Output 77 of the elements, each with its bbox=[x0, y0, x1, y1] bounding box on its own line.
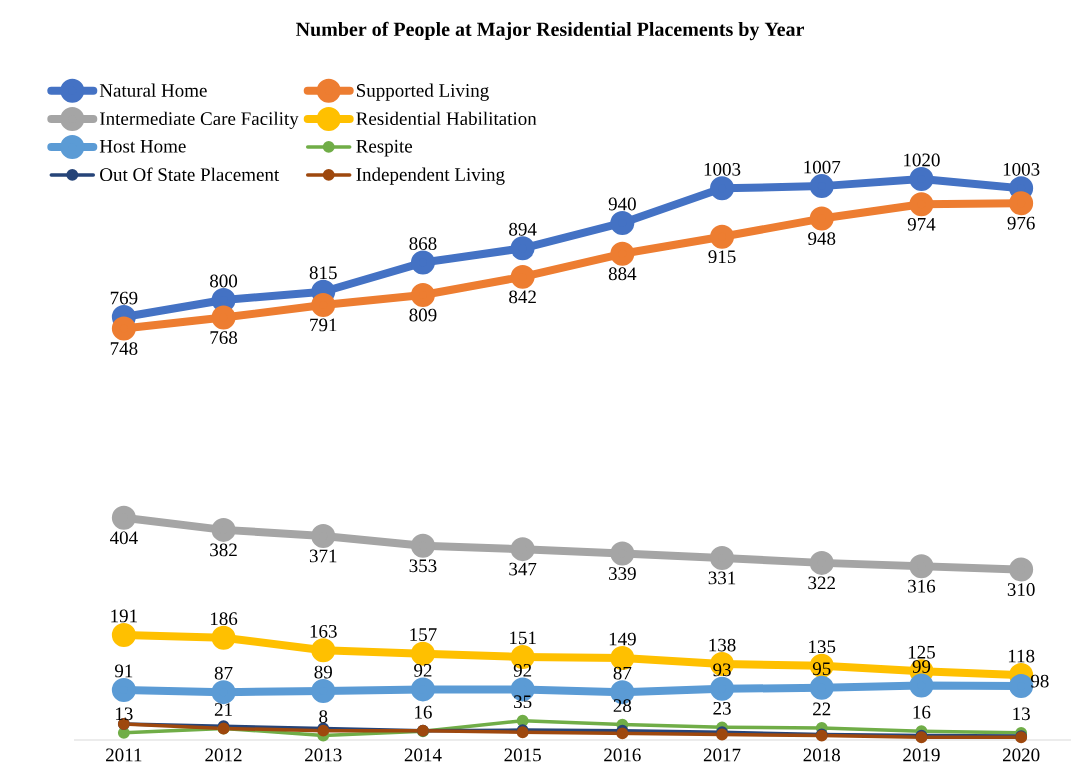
data-label: 98 bbox=[1030, 674, 1049, 688]
data-label: 16 bbox=[415, 705, 432, 719]
data-label: 89 bbox=[314, 665, 332, 679]
data-label: 16 bbox=[913, 705, 931, 719]
data-label: 13 bbox=[116, 707, 133, 721]
data-label: 135 bbox=[809, 640, 836, 654]
data-label: 371 bbox=[309, 549, 337, 563]
legend-label: Respite bbox=[356, 139, 413, 157]
data-label: 151 bbox=[510, 631, 536, 645]
x-tick-label: 2011 bbox=[106, 748, 142, 762]
data-label: 809 bbox=[409, 308, 437, 322]
data-label: 815 bbox=[309, 266, 337, 280]
x-tick-label: 2020 bbox=[1002, 748, 1040, 762]
data-label: 791 bbox=[310, 318, 337, 332]
data-label: 974 bbox=[907, 217, 936, 231]
legend-label: Intermediate Care Facility bbox=[99, 111, 299, 129]
legend-label: Independent Living bbox=[356, 167, 505, 185]
data-label: 339 bbox=[609, 567, 636, 580]
legend-label: Supported Living bbox=[356, 83, 489, 101]
data-label: 842 bbox=[509, 290, 536, 304]
data-label: 118 bbox=[1008, 649, 1035, 663]
data-label: 868 bbox=[409, 237, 437, 250]
data-label: 92 bbox=[414, 664, 432, 677]
x-tick-label: 2019 bbox=[903, 748, 940, 762]
data-label: 769 bbox=[110, 291, 138, 305]
data-label: 87 bbox=[214, 666, 233, 680]
data-label: 186 bbox=[210, 612, 238, 626]
x-tick-label: 2015 bbox=[504, 748, 541, 762]
data-label: 21 bbox=[214, 703, 232, 716]
legend-label: Natural Home bbox=[99, 83, 207, 97]
x-tick-label: 2016 bbox=[604, 748, 641, 762]
data-label: 347 bbox=[509, 562, 537, 576]
data-label: 93 bbox=[713, 663, 731, 677]
data-label: 99 bbox=[912, 660, 931, 673]
chart-title: Number of People at Major Residential Placements by Year bbox=[295, 21, 804, 41]
data-label: 149 bbox=[609, 632, 636, 646]
data-label: 800 bbox=[210, 274, 238, 288]
data-label: 125 bbox=[908, 645, 935, 659]
data-label: 894 bbox=[509, 222, 537, 236]
x-tick-label: 2014 bbox=[404, 748, 442, 762]
legend-label: Residential Habilitation bbox=[356, 111, 537, 126]
x-tick-label: 2017 bbox=[703, 748, 741, 762]
data-label: 8 bbox=[319, 710, 328, 723]
x-tick-label: 2018 bbox=[803, 748, 841, 762]
data-label: 976 bbox=[1007, 216, 1035, 230]
data-label: 1003 bbox=[704, 162, 741, 176]
data-label: 23 bbox=[713, 701, 731, 715]
legend-label: Host Home bbox=[99, 139, 186, 153]
data-label: 353 bbox=[409, 559, 437, 573]
data-label: 768 bbox=[210, 331, 238, 344]
data-label: 87 bbox=[613, 666, 632, 680]
data-label: 1020 bbox=[904, 153, 940, 167]
data-label: 95 bbox=[812, 662, 831, 676]
data-label: 91 bbox=[114, 664, 133, 678]
x-tick-label: 2012 bbox=[205, 748, 242, 762]
data-label: 915 bbox=[708, 250, 736, 264]
data-label: 1003 bbox=[1003, 162, 1040, 176]
data-label: 748 bbox=[110, 342, 138, 355]
data-label: 316 bbox=[908, 579, 936, 593]
data-label: 884 bbox=[608, 267, 637, 281]
data-label: 1007 bbox=[804, 160, 841, 174]
data-label: 940 bbox=[608, 197, 636, 211]
data-label: 310 bbox=[1007, 583, 1035, 596]
x-tick-label: 2013 bbox=[305, 748, 342, 762]
data-label: 28 bbox=[613, 699, 632, 712]
data-label: 331 bbox=[708, 571, 736, 585]
data-label: 163 bbox=[310, 624, 337, 638]
data-label: 138 bbox=[709, 638, 736, 652]
data-label: 22 bbox=[813, 702, 831, 716]
data-label: 191 bbox=[111, 609, 137, 623]
data-label: 382 bbox=[210, 543, 237, 557]
data-label: 157 bbox=[410, 628, 437, 641]
data-label: 322 bbox=[808, 576, 835, 590]
legend-label: Out Of State Placement bbox=[100, 167, 280, 182]
data-label: 948 bbox=[808, 232, 836, 245]
data-label: 13 bbox=[1013, 707, 1030, 721]
data-label: 404 bbox=[109, 531, 138, 545]
